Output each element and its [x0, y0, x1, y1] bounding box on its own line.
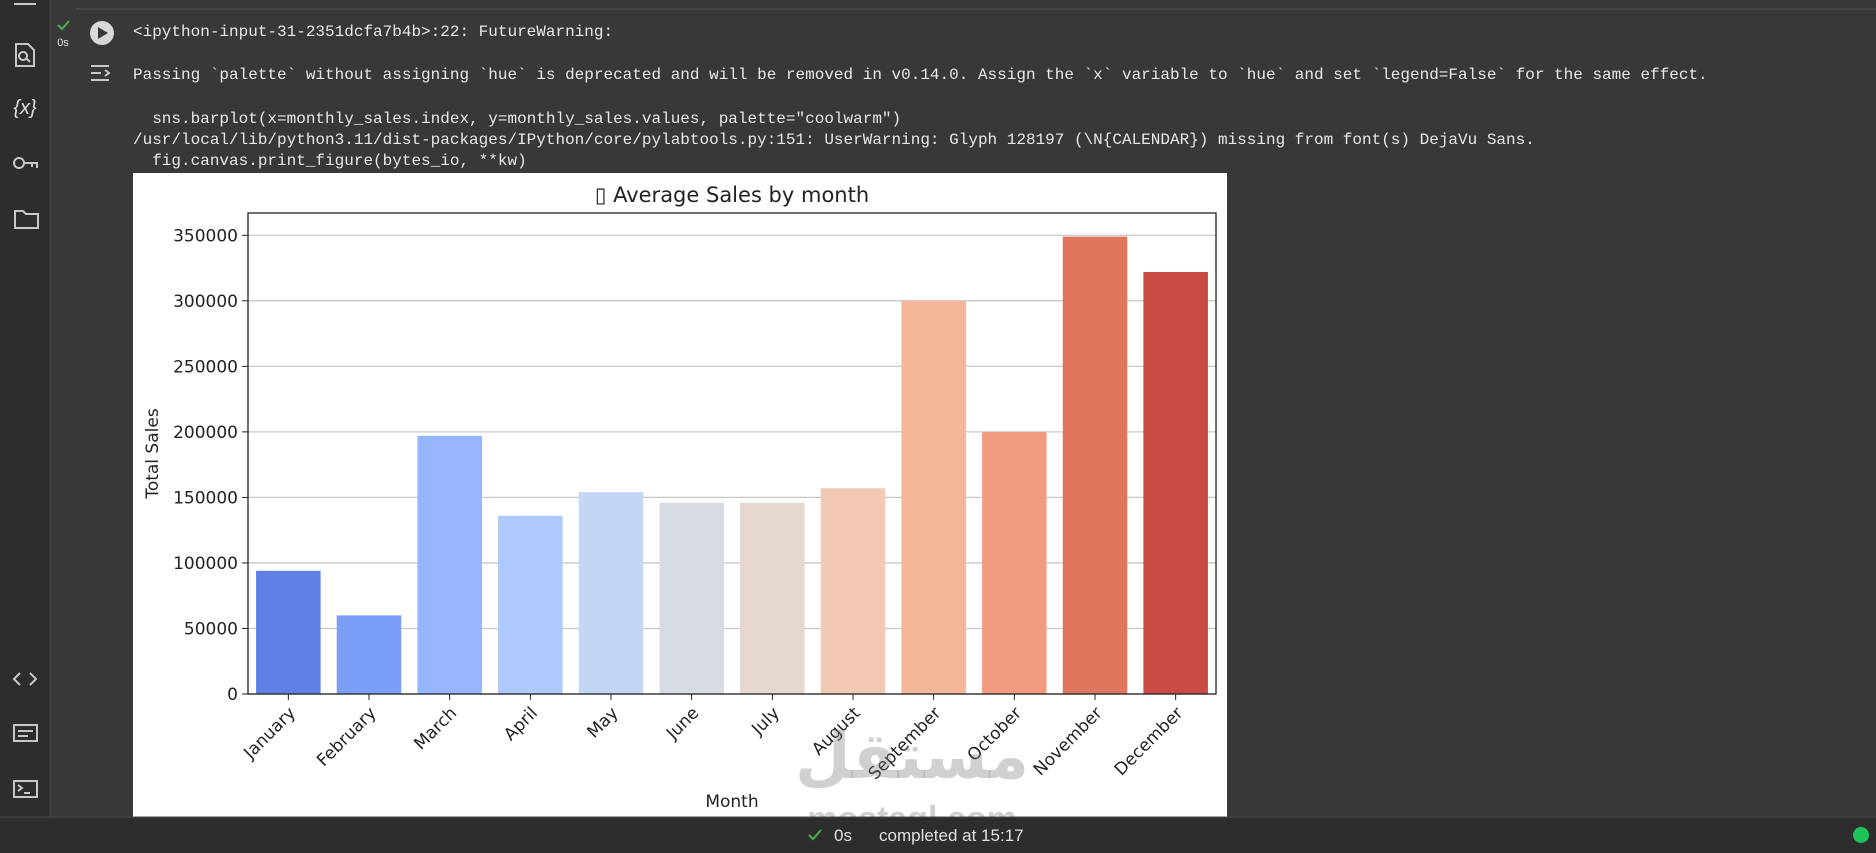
bar: [336, 615, 402, 694]
y-tick-label: 50000: [184, 619, 238, 639]
bar: [417, 435, 482, 694]
status-check: [808, 829, 822, 841]
command-palette-icon[interactable]: [13, 724, 38, 742]
output-line: Passing `palette` without assigning `hue…: [133, 66, 1708, 84]
status-text: completed at 15:17: [879, 826, 1024, 845]
bar: [1143, 271, 1208, 694]
output-line: sns.barplot(x=monthly_sales.index, y=mon…: [133, 110, 901, 128]
output-toggle[interactable]: [91, 65, 111, 81]
bar: [901, 300, 966, 694]
snippets-icon[interactable]: [12, 672, 38, 686]
watermark-arabic: مستقل: [795, 720, 1029, 794]
y-tick-label: 100000: [173, 554, 238, 574]
y-tick-label: 0: [227, 685, 238, 705]
bar: [659, 502, 724, 694]
bar: [578, 492, 644, 694]
y-tick-label: 350000: [173, 226, 238, 246]
bar: [1062, 236, 1128, 694]
bar: [982, 431, 1047, 694]
output-line: <ipython-input-31-2351dcfa7b4b>:22: Futu…: [133, 23, 613, 41]
secrets-icon[interactable]: [13, 157, 38, 169]
search-icon[interactable]: [15, 43, 35, 67]
x-axis-label: Month: [705, 792, 758, 812]
status-bar: [0, 817, 1876, 853]
y-tick-label: 150000: [173, 488, 238, 508]
plot-frame: [247, 212, 1217, 695]
terminal-icon[interactable]: [13, 780, 38, 798]
cell-exec-time: 0s: [57, 37, 69, 49]
files-icon[interactable]: [14, 210, 39, 229]
y-tick-label: 250000: [173, 357, 238, 377]
connection-indicator[interactable]: [1853, 827, 1869, 843]
output-line: /usr/local/lib/python3.11/dist-packages/…: [133, 131, 1535, 149]
output-line: fig.canvas.print_figure(bytes_io, **kw): [133, 152, 527, 170]
run-icon: [98, 27, 108, 39]
y-axis-label: Total Sales: [143, 408, 163, 499]
status-exec-time: 0s: [834, 826, 852, 845]
chart-title: ▯ Average Sales by month: [595, 183, 869, 207]
bar: [256, 570, 321, 694]
success-check: [57, 20, 70, 31]
bar: [820, 488, 886, 694]
y-tick-label: 300000: [173, 292, 238, 312]
bar: [740, 502, 805, 694]
variables-icon[interactable]: {x}: [13, 97, 37, 119]
bar: [498, 515, 563, 694]
sidebar: [0, 0, 50, 817]
y-tick-label: 200000: [173, 423, 238, 443]
